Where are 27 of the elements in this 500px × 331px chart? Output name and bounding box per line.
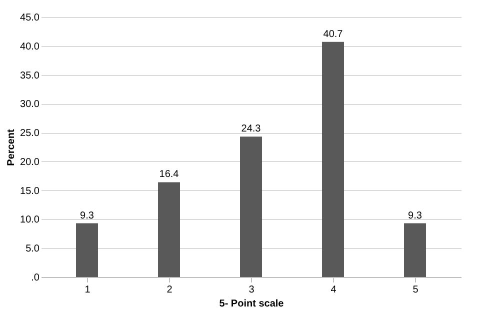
x-tick-label: 2 [166, 284, 173, 296]
bar [404, 223, 426, 277]
x-tick-label: 3 [248, 284, 255, 296]
x-axis-title: 5- Point scale [219, 298, 284, 310]
bar [322, 42, 344, 277]
bar [76, 223, 98, 277]
y-tick-label: .0 [31, 272, 40, 284]
data-label: 9.3 [80, 210, 94, 222]
y-tick-label: 20.0 [20, 156, 40, 168]
bar [240, 136, 262, 277]
y-tick-label: 5.0 [26, 244, 40, 255]
y-tick-label: 10.0 [20, 214, 40, 226]
y-tick-label: 35.0 [20, 70, 40, 82]
x-tick-label: 5 [412, 284, 419, 296]
data-label: 9.3 [408, 210, 422, 222]
x-tick-label: 1 [84, 284, 91, 296]
x-tick-label: 4 [330, 284, 337, 296]
y-axis-title: Percent [6, 128, 18, 166]
data-label: 16.4 [159, 169, 180, 180]
bar [158, 182, 180, 277]
data-label: 40.7 [323, 28, 344, 40]
y-tick-label: 30.0 [20, 99, 40, 110]
data-label: 24.3 [241, 124, 262, 135]
y-tick-label: 15.0 [20, 186, 40, 197]
y-tick-label: 45.0 [20, 12, 40, 24]
y-tick-label: 25.0 [20, 128, 40, 140]
y-tick-label: 40.0 [20, 41, 40, 52]
